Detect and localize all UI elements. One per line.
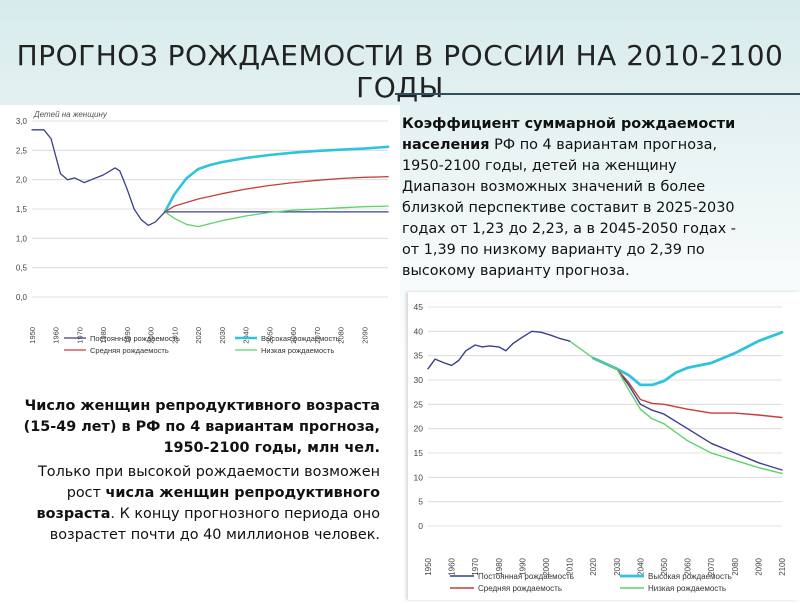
women-chart-legend-label: Низкая рождаемость [648,584,726,593]
fertility-chart-x-tick-label: 2040 [242,327,251,344]
fertility-chart: Детей на женщину 3,0 2,5 2,0 1,5 1,0 0,5 0,0 195… [16,110,390,355]
women-chart-x-tick-label: 1960 [448,557,457,575]
women-chart-legend-label: Высокая рождаемость [648,572,732,581]
women-chart-y-tick-label: 30 [414,375,424,385]
women-chart-y-tick-label: 25 [414,399,424,409]
women-chart-series-line [592,357,783,419]
fertility-chart-title: Детей на женщину [33,110,108,119]
fertility-description-text: РФ по 4 вариантам прогноза, 1950-2100 го… [402,137,718,174]
fertility-chart-x-tick-label: 1990 [123,327,132,344]
fertility-chart-x-tick-label: 2000 [147,327,156,344]
fertility-description: Коэффициент суммарной рождаемости населе… [402,114,754,282]
women-chart-x-tick-label: 2060 [684,557,693,575]
women-chart-y-tick-label: 35 [414,351,424,361]
fertility-chart-x-tick-label: 1970 [75,327,84,344]
women-chart-x-tick-label: 2010 [566,557,575,575]
women-chart-y-tick-label: 5 [418,497,423,507]
women-chart-x-tick-label: 1990 [518,557,527,575]
women-chart-x-tick-label: 2070 [707,557,716,575]
fertility-chart-y-tick-label: 3,0 [16,117,28,126]
fertility-chart-legend-label: Низкая рождаемость [261,346,334,355]
women-chart-x-tick-label: 2040 [636,557,645,575]
fertility-chart-x-tick-label: 1960 [52,327,61,344]
women-chart-x-tick-label: 1950 [424,557,433,575]
women-chart-x-tick-label: 2000 [542,557,551,575]
fertility-chart-y-tick-label: 2,5 [16,146,28,155]
women-chart-legend-label: Постоянная рождаемость [478,572,574,581]
women-chart-series-line [568,340,783,475]
women-chart-x-tick-label: 2080 [731,557,740,575]
fertility-chart-y-tick-label: 0,5 [16,264,28,273]
women-chart-y-tick-label: 15 [414,448,424,458]
women-chart-x-tick-label: 2050 [660,557,669,575]
women-chart-y-tick-label: 20 [414,424,424,434]
title-underline [395,93,800,95]
fertility-chart-legend-label: Постоянная рождаемость [90,334,180,343]
fertility-chart-x-tick-label: 2030 [218,327,227,344]
women-chart-y-tick-label: 45 [414,302,424,312]
women-description: Число женщин репродуктивного возраста (1… [0,396,380,546]
fertility-chart-x-tick-label: 2070 [313,327,322,344]
fertility-chart-y-tick-label: 1,5 [16,205,28,214]
fertility-chart-y-tick-label: 0,0 [16,293,28,302]
women-description-heading: Число женщин репродуктивного возраста (1… [23,398,380,456]
fertility-chart-x-tick-label: 2090 [360,327,369,344]
fertility-chart-x-tick-label: 2050 [265,327,274,344]
fertility-chart-x-tick-label: 2060 [289,327,298,344]
women-chart-x-tick-label: 2030 [613,557,622,575]
fertility-chart-series-line [164,176,389,213]
fertility-description-bold: Коэффициент суммарной рождаемости населе… [402,116,736,153]
page-title: ПРОГНОЗ РОЖДАЕМОСТИ В РОССИИ НА 2010-210… [16,39,784,104]
women-chart-legend-label: Средняя рождаемость [478,584,562,593]
women-chart-x-tick-label: 2020 [589,557,598,575]
fertility-chart-legend-label: Средняя рождаемость [90,346,169,355]
fertility-chart-series-line [164,205,389,228]
women-chart-series-line [592,357,783,471]
fertility-chart-series-line [31,129,166,227]
women-chart: 45 40 35 30 25 20 15 10 5 0 1950 1960 1970 1980 1990 20… [414,302,787,593]
fertility-chart-legend-label: Высокая рождаемость [261,334,340,343]
fertility-chart-panel: Детей на женщину 3,0 2,5 2,0 1,5 1,0 0,5 0,0 195… [0,105,400,360]
women-description-text-c: . К концу прогнозного периода оно возрас… [49,506,380,543]
women-chart-y-tick-label: 40 [414,326,424,336]
fertility-chart-series-line [163,145,390,214]
women-chart-y-tick-label: 10 [414,472,424,482]
fertility-description-range: Диапазон возможных значений в более близ… [402,179,736,279]
women-chart-x-tick-label: 1970 [471,557,480,575]
women-description-text-a: Только при высокой рождаемости возможен … [37,464,380,501]
fertility-chart-y-tick-label: 2,0 [16,176,28,185]
women-chart-series-line [427,330,571,370]
women-chart-x-tick-label: 1980 [495,557,504,575]
fertility-chart-y-tick-label: 1,0 [16,234,28,243]
women-chart-panel: 45 40 35 30 25 20 15 10 5 0 1950 1960 1970 1980 1990 20… [408,292,800,600]
women-description-bold: числа женщин репродуктивного возраста [36,485,380,522]
women-chart-x-tick-label: 2100 [778,557,787,575]
women-chart-series-line [591,330,784,387]
fertility-chart-x-tick-label: 2020 [194,327,203,344]
fertility-chart-x-tick-label: 1950 [28,327,37,344]
women-chart-y-tick-label: 0 [418,521,423,531]
fertility-chart-x-tick-label: 2010 [170,327,179,344]
fertility-chart-x-tick-label: 2080 [337,327,346,344]
fertility-chart-x-tick-label: 1980 [99,327,108,344]
women-chart-x-tick-label: 2090 [754,557,763,575]
